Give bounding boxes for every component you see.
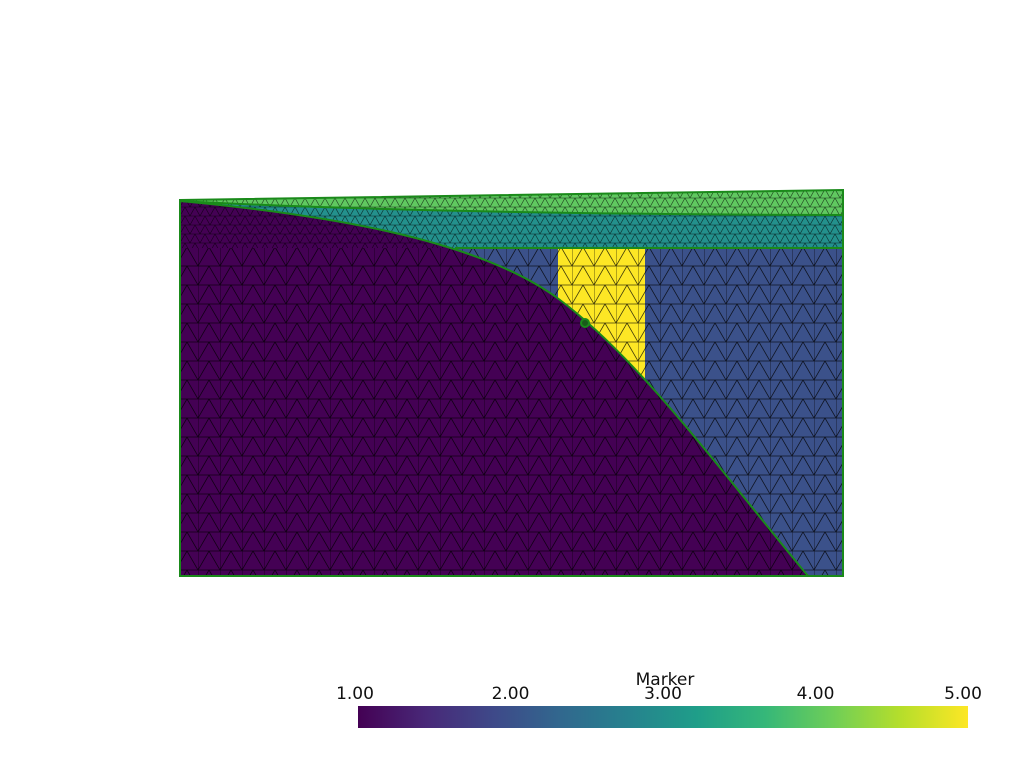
mesh-overlay (180, 190, 843, 576)
colorbar-tick-label: 3.00 (644, 684, 682, 704)
colorbar-tick-label: 5.00 (944, 684, 982, 704)
colorbar (358, 706, 968, 728)
colorbar-tick-label: 1.00 (336, 684, 374, 704)
colorbar-tick-label: 2.00 (492, 684, 530, 704)
boundaries (179, 188, 844, 577)
colorbar-title: Marker (636, 670, 695, 690)
colorbar-tick-label: 4.00 (797, 684, 835, 704)
